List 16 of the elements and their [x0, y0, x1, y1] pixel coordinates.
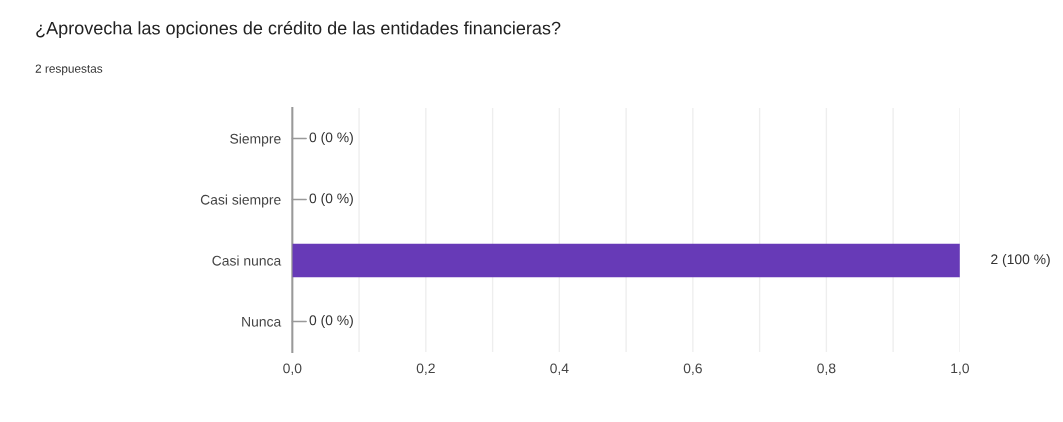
text: 2 respuestas [35, 64, 103, 76]
x-tick-label: 0,8 [817, 363, 836, 375]
y-tick-label: Casi siempre [200, 194, 281, 208]
data-label: 0 (0 %) [309, 314, 353, 328]
x-tick-label: 0,6 [683, 363, 702, 375]
y-tick-label: Siempre [230, 133, 281, 147]
y-tick-label: Casi nunca [212, 255, 282, 266]
x-tick-label: 0,0 [283, 363, 302, 375]
data-label: 0 (0 %) [309, 132, 353, 145]
chart-title: ¿Aprovecha las opciones de crédito de las entidades financieras? [36, 21, 561, 39]
x-tick-label: 0,4 [550, 363, 569, 375]
data-label: 0 (0 %) [309, 193, 353, 206]
data-label: 2 (100 %) [991, 254, 1050, 267]
x-tick-label: 1,0 [951, 363, 969, 375]
y-tick-label: Nunca [242, 316, 282, 327]
x-tick-label: 0,2 [416, 363, 435, 375]
